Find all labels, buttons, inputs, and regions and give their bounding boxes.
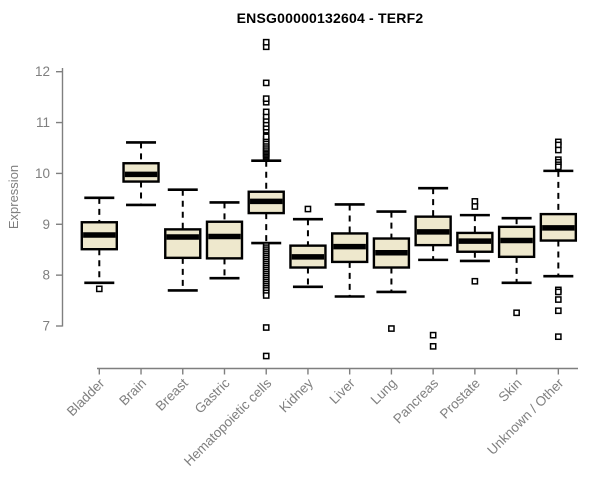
x-tick-label: Kidney	[276, 375, 316, 415]
y-tick-label: 12	[35, 64, 50, 79]
chart-title: ENSG00000132604 - TERF2	[236, 10, 424, 26]
box-breast	[164, 188, 202, 292]
x-tick-label: Liver	[327, 375, 359, 407]
outlier-point	[388, 325, 395, 332]
box-lung	[372, 210, 411, 332]
x-tick-label: Breast	[153, 375, 191, 413]
y-tick-label: 7	[42, 319, 50, 334]
x-tick-label: Pancreas	[390, 375, 441, 426]
box-liver	[330, 203, 369, 298]
x-tick-label: Bladder	[64, 375, 108, 419]
box-skin	[497, 216, 536, 317]
x-tick-label: Prostate	[437, 376, 483, 422]
box-bladder	[80, 196, 119, 293]
outlier-point	[429, 342, 437, 350]
outlier-point	[262, 133, 270, 141]
outlier-point	[554, 288, 562, 296]
y-tick-label: 11	[36, 115, 50, 130]
outlier-point	[554, 307, 562, 315]
outlier-point	[262, 352, 270, 360]
outlier-point	[471, 277, 479, 285]
box-pancreas	[414, 186, 452, 350]
x-tick-label: Unknown / Other	[484, 375, 567, 458]
outlier-point	[304, 205, 312, 213]
box-hematopoietic-cells	[247, 38, 285, 360]
outlier-point	[554, 163, 562, 171]
outlier-point	[513, 309, 520, 317]
x-tick-label: Lung	[368, 376, 400, 408]
x-tick-label: Brain	[116, 376, 149, 409]
x-tick-label: Skin	[496, 376, 525, 405]
box-unknown-other	[539, 138, 578, 341]
y-axis: 7 8 9 10 11 12	[35, 64, 64, 334]
outlier-point	[554, 296, 562, 303]
outlier-point	[471, 203, 479, 210]
outlier-point	[262, 292, 270, 299]
x-tick-label: Gastric	[192, 375, 233, 416]
outlier-point	[262, 79, 270, 87]
outlier-point	[262, 108, 270, 116]
outlier-point	[429, 331, 437, 339]
box-gastric	[205, 201, 244, 280]
outlier-point	[554, 146, 562, 154]
y-tick-label: 9	[42, 217, 50, 232]
outlier-point	[95, 285, 103, 293]
box-brain	[122, 141, 160, 207]
box-kidney	[289, 205, 327, 289]
box-prostate	[456, 198, 494, 285]
outlier-point	[554, 333, 562, 341]
y-tick-label: 10	[35, 166, 50, 181]
outlier-point	[262, 38, 270, 46]
y-tick-label: 8	[42, 268, 50, 283]
outlier-point	[262, 324, 270, 331]
outlier-point	[262, 95, 270, 103]
